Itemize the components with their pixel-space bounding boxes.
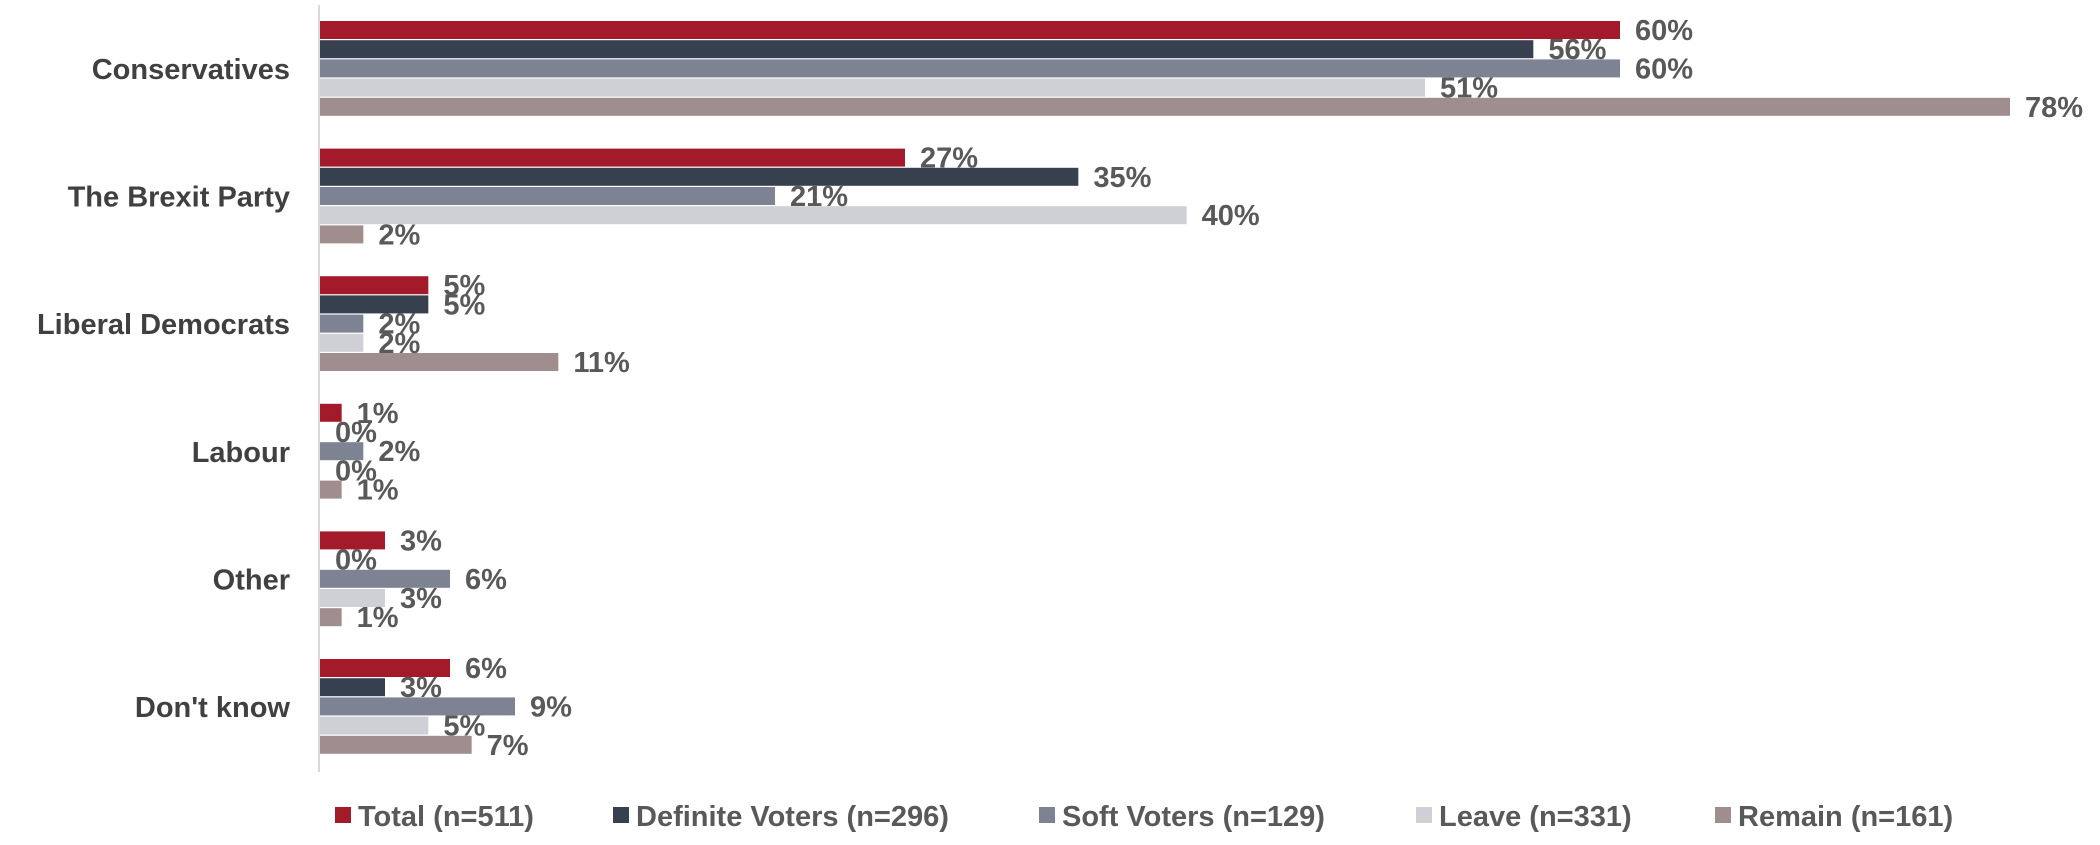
bar-other-soft-voters xyxy=(320,569,450,588)
legend-label-soft-voters: Soft Voters (n=129) xyxy=(1062,801,1325,833)
data-label-labour-total: 1% xyxy=(357,398,399,430)
bar-don-t-know-total xyxy=(320,659,450,677)
category-label-other: Other xyxy=(213,564,290,596)
category-label-don-t-know: Don't know xyxy=(135,692,291,724)
bar-labour-soft-voters xyxy=(320,442,364,461)
data-label-other-leave: 3% xyxy=(400,583,442,615)
bar-the-brexit-party-remain xyxy=(320,225,364,244)
category-label-conservatives: Conservatives xyxy=(92,54,290,86)
category-label-the-brexit-party: The Brexit Party xyxy=(68,182,290,214)
data-label-other-soft-voters: 6% xyxy=(465,564,507,596)
data-label-liberal-democrats-definite-voters: 5% xyxy=(443,289,485,321)
data-label-labour-soft-voters: 2% xyxy=(378,436,420,468)
data-label-other-total: 3% xyxy=(400,525,442,557)
legend-swatch-remain xyxy=(1715,807,1731,823)
bar-liberal-democrats-remain xyxy=(320,353,559,371)
bar-conservatives-remain xyxy=(320,97,2010,116)
data-label-conservatives-leave: 51% xyxy=(1440,73,1498,105)
bar-labour-total xyxy=(320,403,342,422)
bar-the-brexit-party-definite-voters xyxy=(320,167,1079,186)
data-label-don-t-know-total: 6% xyxy=(465,653,507,685)
bar-liberal-democrats-soft-voters xyxy=(320,314,364,333)
legend-swatch-definite-voters xyxy=(613,807,629,823)
legend-label-total: Total (n=511) xyxy=(358,801,534,833)
bar-conservatives-soft-voters xyxy=(320,59,1620,78)
bar-conservatives-leave xyxy=(320,78,1425,97)
bar-don-t-know-leave xyxy=(320,716,429,735)
legend-label-leave: Leave (n=331) xyxy=(1439,801,1632,833)
data-label-liberal-democrats-total: 5% xyxy=(443,270,485,302)
bar-liberal-democrats-leave xyxy=(320,333,364,352)
bar-conservatives-definite-voters xyxy=(320,40,1534,59)
data-label-other-remain: 1% xyxy=(357,602,399,634)
bar-liberal-democrats-definite-voters xyxy=(320,295,429,314)
data-label-the-brexit-party-definite-voters: 35% xyxy=(1093,162,1151,194)
data-label-the-brexit-party-total: 27% xyxy=(920,143,978,175)
data-label-labour-leave: 0% xyxy=(335,455,377,487)
data-label-liberal-democrats-remain: 11% xyxy=(573,347,630,379)
data-label-conservatives-remain: 78% xyxy=(2025,92,2083,124)
bar-don-t-know-definite-voters xyxy=(320,678,385,697)
category-labels: Conservatives The Brexit Party Liberal Dem… xyxy=(37,54,290,724)
bar-don-t-know-soft-voters xyxy=(320,697,515,716)
bars xyxy=(320,21,2010,754)
bar-other-total xyxy=(320,531,385,550)
data-label-the-brexit-party-remain: 2% xyxy=(378,219,420,251)
data-label-conservatives-soft-voters: 60% xyxy=(1635,53,1693,85)
data-label-conservatives-definite-voters: 56% xyxy=(1548,34,1606,66)
data-label-the-brexit-party-leave: 40% xyxy=(1202,200,1260,232)
bar-labour-remain xyxy=(320,480,342,499)
data-label-other-definite-voters: 0% xyxy=(335,545,377,577)
value-labels: 60%56%60%51%78%27%35%21%40%2%5%5%2%2%11%… xyxy=(335,15,2083,762)
data-label-liberal-democrats-leave: 2% xyxy=(378,328,420,360)
data-label-don-t-know-leave: 5% xyxy=(443,711,485,743)
bar-the-brexit-party-leave xyxy=(320,206,1187,225)
data-label-don-t-know-remain: 7% xyxy=(487,730,529,762)
legend: Total (n=511) Definite Voters (n=296) Soft… xyxy=(335,801,1953,833)
bar-liberal-democrats-total xyxy=(320,276,429,295)
bar-other-leave xyxy=(320,589,385,607)
bar-conservatives-total xyxy=(320,21,1620,39)
legend-swatch-total xyxy=(335,807,351,823)
bar-don-t-know-remain xyxy=(320,735,472,754)
category-label-liberal-democrats: Liberal Democrats xyxy=(37,309,290,341)
legend-swatch-soft-voters xyxy=(1039,807,1055,823)
data-label-liberal-democrats-soft-voters: 2% xyxy=(378,309,420,341)
data-label-don-t-know-soft-voters: 9% xyxy=(530,691,572,723)
data-label-labour-definite-voters: 0% xyxy=(335,417,377,449)
bar-the-brexit-party-total xyxy=(320,148,905,167)
category-label-labour: Labour xyxy=(192,437,290,469)
legend-label-remain: Remain (n=161) xyxy=(1738,801,1953,833)
data-label-conservatives-total: 60% xyxy=(1635,15,1693,47)
legend-label-definite-voters: Definite Voters (n=296) xyxy=(636,801,949,833)
bar-the-brexit-party-soft-voters xyxy=(320,187,775,205)
data-label-don-t-know-definite-voters: 3% xyxy=(400,672,442,704)
data-label-the-brexit-party-soft-voters: 21% xyxy=(790,181,848,213)
bar-other-remain xyxy=(320,608,342,627)
data-label-labour-remain: 1% xyxy=(357,475,399,507)
legend-swatch-leave xyxy=(1416,807,1432,823)
